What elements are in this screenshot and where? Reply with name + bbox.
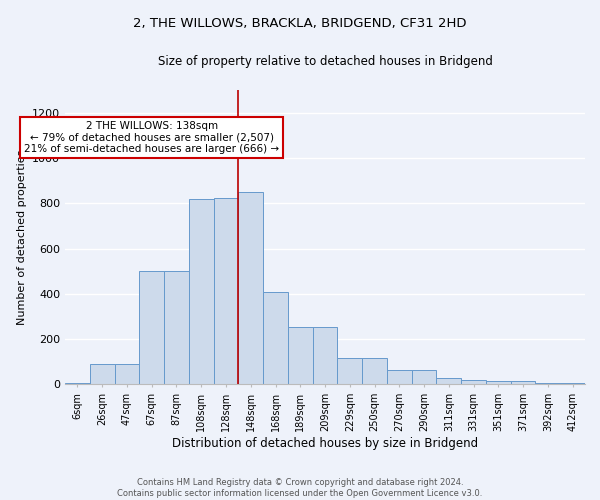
Bar <box>164 271 189 384</box>
Bar <box>387 370 412 384</box>
Bar <box>214 198 238 384</box>
Text: 2 THE WILLOWS: 138sqm
← 79% of detached houses are smaller (2,507)
21% of semi-d: 2 THE WILLOWS: 138sqm ← 79% of detached … <box>24 121 279 154</box>
Text: 2, THE WILLOWS, BRACKLA, BRIDGEND, CF31 2HD: 2, THE WILLOWS, BRACKLA, BRIDGEND, CF31 … <box>133 18 467 30</box>
Bar <box>263 292 288 384</box>
Bar <box>486 382 511 384</box>
Bar <box>362 358 387 384</box>
Bar <box>535 382 560 384</box>
Bar <box>139 271 164 384</box>
Bar <box>436 378 461 384</box>
Bar <box>337 358 362 384</box>
Bar <box>90 364 115 384</box>
Bar <box>189 198 214 384</box>
Bar <box>238 192 263 384</box>
Bar <box>65 382 90 384</box>
X-axis label: Distribution of detached houses by size in Bridgend: Distribution of detached houses by size … <box>172 437 478 450</box>
Text: Contains HM Land Registry data © Crown copyright and database right 2024.
Contai: Contains HM Land Registry data © Crown c… <box>118 478 482 498</box>
Bar <box>288 326 313 384</box>
Bar <box>313 326 337 384</box>
Title: Size of property relative to detached houses in Bridgend: Size of property relative to detached ho… <box>158 55 493 68</box>
Bar <box>560 382 585 384</box>
Bar <box>115 364 139 384</box>
Bar <box>511 382 535 384</box>
Bar <box>412 370 436 384</box>
Bar <box>461 380 486 384</box>
Y-axis label: Number of detached properties: Number of detached properties <box>17 150 26 325</box>
